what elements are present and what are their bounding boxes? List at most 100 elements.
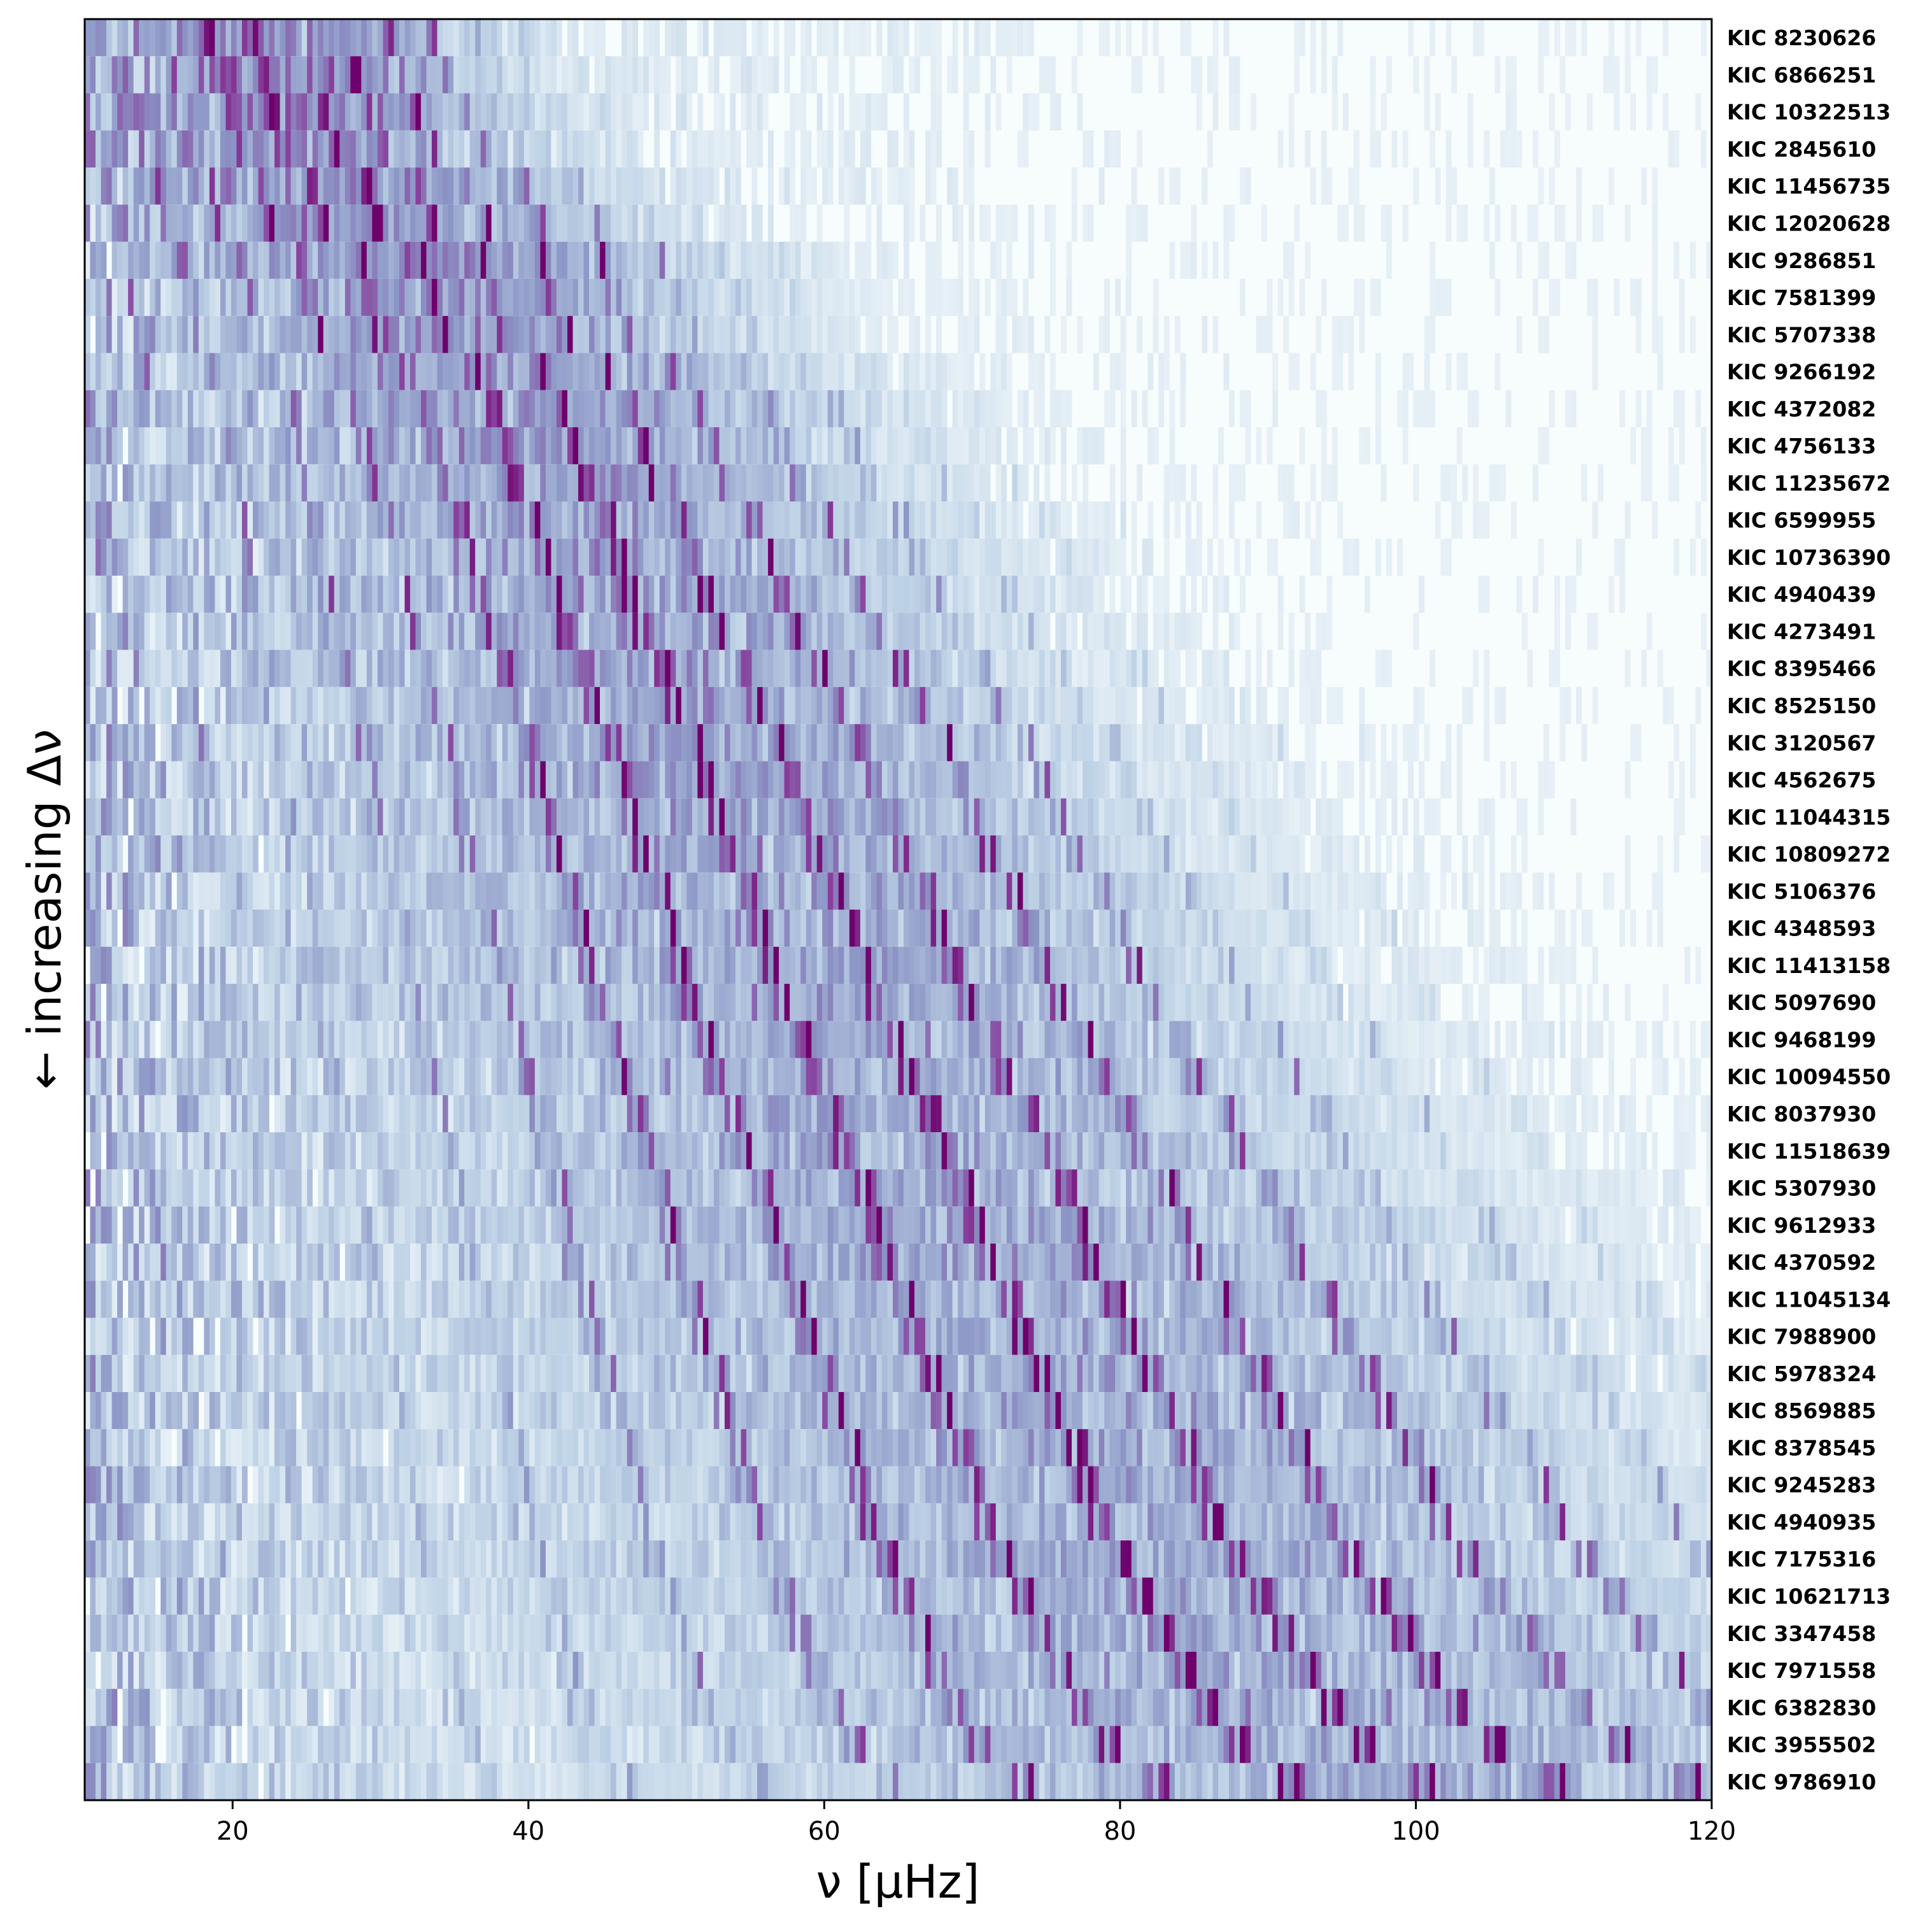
- heatmap-cell: [269, 724, 275, 762]
- heatmap-cell: [1652, 241, 1658, 280]
- heatmap-cell: [312, 872, 318, 910]
- heatmap-cell: [1147, 686, 1154, 725]
- heatmap-cell: [350, 650, 357, 688]
- heatmap-cell: [1445, 19, 1452, 57]
- heatmap-cell: [399, 316, 405, 353]
- heatmap-cell: [187, 353, 194, 391]
- heatmap-cell: [746, 724, 752, 762]
- heatmap-cell: [329, 872, 335, 910]
- heatmap-cell: [204, 93, 210, 131]
- heatmap-cell: [974, 613, 980, 651]
- heatmap-cell: [1673, 835, 1680, 873]
- heatmap-cell: [1115, 761, 1121, 799]
- heatmap-cell: [301, 613, 308, 651]
- heatmap-cell: [290, 686, 297, 725]
- heatmap-cell: [350, 278, 357, 316]
- heatmap-cell: [518, 650, 525, 688]
- heatmap-cell: [150, 650, 156, 688]
- heatmap-cell: [231, 501, 237, 539]
- heatmap-cell: [182, 724, 188, 762]
- heatmap-cell: [702, 278, 709, 316]
- heatmap-cell: [187, 501, 194, 539]
- heatmap-cell: [334, 19, 340, 57]
- heatmap-cell: [822, 798, 828, 836]
- heatmap-cell: [1473, 464, 1479, 502]
- heatmap-cell: [849, 686, 855, 725]
- heatmap-cell: [827, 56, 834, 94]
- heatmap-cell: [936, 724, 942, 762]
- heatmap-cell: [361, 130, 367, 168]
- heatmap-cell: [426, 576, 432, 613]
- heatmap-cell: [160, 204, 167, 243]
- heatmap-cell: [567, 650, 573, 688]
- heatmap-cell: [497, 278, 503, 316]
- heatmap-cell: [1229, 686, 1235, 725]
- heatmap-cell: [377, 538, 383, 576]
- heatmap-cell: [236, 278, 243, 316]
- heatmap-cell: [215, 353, 221, 391]
- heatmap-cell: [285, 316, 291, 353]
- heatmap-cell: [730, 56, 736, 94]
- heatmap-cell: [741, 390, 747, 428]
- heatmap-cell: [1516, 576, 1523, 613]
- heatmap-cell: [269, 576, 275, 613]
- heatmap-cell: [583, 650, 590, 688]
- heatmap-cell: [914, 19, 920, 57]
- heatmap-cell: [1495, 278, 1501, 316]
- heatmap-cell: [312, 798, 318, 836]
- heatmap-cell: [486, 167, 492, 205]
- heatmap-cell: [220, 19, 226, 57]
- heatmap-cell: [350, 353, 357, 391]
- heatmap-cell: [101, 835, 107, 873]
- heatmap-cell: [1104, 686, 1110, 725]
- heatmap-cell: [1402, 798, 1409, 836]
- heatmap-cell: [491, 204, 497, 243]
- heatmap-cell: [334, 650, 340, 688]
- heatmap-cell: [209, 872, 215, 910]
- heatmap-cell: [746, 464, 752, 502]
- heatmap-cell: [860, 613, 866, 651]
- heatmap-cell: [844, 167, 850, 205]
- heatmap-cell: [844, 872, 850, 910]
- heatmap-cell: [513, 835, 519, 873]
- heatmap-cell: [974, 56, 980, 94]
- heatmap-cell: [96, 56, 101, 94]
- heatmap-cell: [779, 427, 785, 465]
- heatmap-cell: [1430, 19, 1435, 57]
- heatmap-cell: [85, 241, 90, 280]
- heatmap-cell: [301, 19, 308, 57]
- heatmap-cell: [540, 835, 546, 873]
- heatmap-cell: [898, 538, 904, 576]
- heatmap-cell: [876, 798, 883, 836]
- heatmap-cell: [567, 761, 573, 799]
- heatmap-cell: [209, 464, 215, 502]
- heatmap-cell: [388, 872, 394, 910]
- heatmap-cell: [312, 538, 318, 576]
- heatmap-cell: [1240, 724, 1246, 762]
- heatmap-cell: [160, 724, 167, 762]
- heatmap-cell: [719, 390, 725, 428]
- heatmap-cell: [870, 538, 877, 576]
- heatmap-cell: [469, 130, 476, 168]
- heatmap-cell: [540, 501, 546, 539]
- heatmap-cell: [1180, 19, 1186, 57]
- heatmap-cell: [648, 613, 655, 651]
- heatmap-cell: [702, 686, 709, 725]
- heatmap-cell: [659, 613, 665, 651]
- heatmap-cell: [334, 204, 340, 243]
- heatmap-cell: [166, 835, 172, 873]
- heatmap-cell: [415, 538, 422, 576]
- heatmap-cell: [751, 761, 758, 799]
- heatmap-cell: [534, 241, 541, 280]
- heatmap-cell: [648, 241, 655, 280]
- heatmap-cell: [90, 686, 96, 725]
- heatmap-cell: [676, 56, 682, 94]
- heatmap-cell: [1055, 650, 1062, 688]
- heatmap-cell: [155, 19, 161, 57]
- heatmap-cell: [1115, 19, 1121, 57]
- heatmap-cell: [101, 56, 107, 94]
- heatmap-cell: [264, 316, 269, 353]
- heatmap-cell: [1191, 538, 1197, 576]
- heatmap-cell: [253, 56, 259, 94]
- heatmap-cell: [426, 835, 432, 873]
